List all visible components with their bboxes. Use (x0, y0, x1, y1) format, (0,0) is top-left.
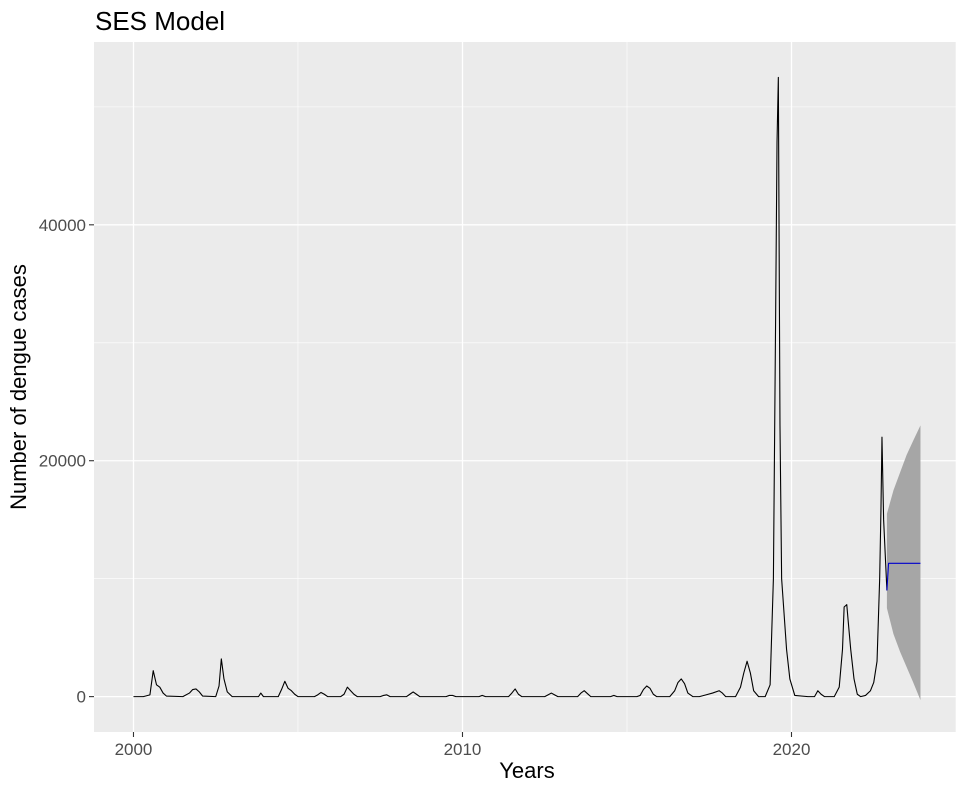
plot-panel (94, 42, 956, 732)
observed-series-line (133, 76, 888, 698)
x-tick-labels: 2000 2010 2020 (115, 740, 811, 759)
x-axis-title: Years (499, 758, 554, 783)
forecast-interval-band (886, 425, 921, 701)
forecast-band-group (886, 425, 921, 701)
axis-ticks (89, 224, 793, 737)
x-tick-label: 2000 (115, 740, 153, 759)
y-axis-title: Number of dengue cases (6, 264, 31, 510)
series-lines (133, 76, 921, 698)
y-tick-label: 20000 (39, 452, 86, 471)
minor-gridlines (94, 42, 957, 732)
forecast-series-line (886, 562, 921, 591)
y-tick-labels: 0 20000 40000 (39, 216, 86, 707)
x-tick-label: 2020 (773, 740, 811, 759)
x-tick-label: 2010 (444, 740, 482, 759)
y-tick-label: 0 (77, 688, 86, 707)
chart-title: SES Model (95, 6, 225, 36)
y-tick-label: 40000 (39, 216, 86, 235)
